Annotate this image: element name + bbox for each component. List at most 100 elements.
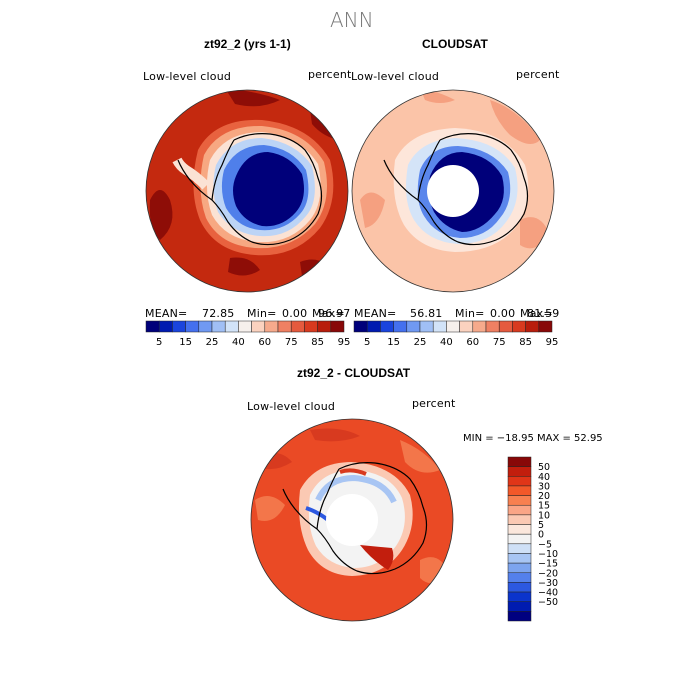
- obs-max-value: 81.59: [527, 307, 560, 320]
- obs-polar-map: [352, 90, 554, 292]
- colorbar-swatch: [507, 572, 532, 583]
- obs-coastline: [383, 133, 529, 246]
- colorbar-swatch: [251, 320, 266, 333]
- colorbar-swatch: [507, 611, 532, 622]
- colorbar-swatch: [224, 320, 239, 333]
- colorbar-swatch: [145, 320, 160, 333]
- colorbar-swatch: [485, 320, 500, 333]
- colorbar-swatch: [446, 320, 460, 333]
- colorbar-swatch: [538, 320, 553, 333]
- colorbar-tick-label: 75: [493, 337, 506, 348]
- colorbar-tick-label: 25: [414, 337, 427, 348]
- colorbar-swatch: [507, 533, 532, 545]
- colorbar-swatch: [304, 320, 318, 333]
- colorbar-swatch: [330, 320, 345, 333]
- colorbar-tick-label: 0: [538, 530, 544, 541]
- diff-units-label: percent: [412, 397, 456, 410]
- colorbar-tick-label: 10: [538, 510, 550, 521]
- figure-title: ANN: [330, 8, 374, 32]
- obs-colorbar: 5 15 25 40 60 75 85 95: [353, 320, 559, 348]
- diff-polar-map: [251, 419, 453, 621]
- colorbar-swatch: [472, 320, 487, 333]
- colorbar-swatch: [172, 320, 186, 333]
- colorbar-tick-label: 85: [519, 337, 532, 348]
- colorbar-swatch: [406, 320, 421, 333]
- colorbar-swatch: [198, 320, 213, 333]
- colorbar-swatch: [380, 320, 394, 333]
- colorbar-swatch: [507, 504, 532, 516]
- colorbar-swatch: [507, 485, 532, 496]
- colorbar-swatch: [507, 456, 532, 467]
- colorbar-tick-label: −20: [538, 568, 558, 579]
- colorbar-swatch: [366, 320, 381, 333]
- colorbar-swatch: [238, 320, 252, 333]
- colorbar-swatch: [507, 476, 532, 487]
- model-mean-value: 72.85: [202, 307, 235, 320]
- model-max-label: Max=: [312, 307, 345, 320]
- colorbar-tick-label: 25: [206, 337, 219, 348]
- colorbar-swatch: [290, 320, 305, 333]
- colorbar-swatch: [459, 320, 474, 333]
- obs-mean-label: MEAN=: [354, 307, 397, 320]
- colorbar-swatch: [158, 320, 173, 333]
- colorbar-swatch: [525, 320, 540, 333]
- obs-panel-title: CLOUDSAT: [422, 37, 488, 51]
- colorbar-swatch: [277, 320, 292, 333]
- diff-variable-label: Low-level cloud: [247, 400, 336, 413]
- colorbar-tick-label: 40: [538, 472, 550, 483]
- colorbar-tick-label: −5: [538, 539, 552, 550]
- obs-mean-value: 56.81: [410, 307, 443, 320]
- colorbar-swatch: [507, 562, 532, 574]
- colorbar-tick-label: 15: [538, 501, 550, 512]
- obs-variable-label: Low-level cloud: [351, 70, 440, 83]
- colorbar-tick-label: −40: [538, 588, 558, 599]
- model-polar-map: [146, 90, 348, 292]
- obs-units-label: percent: [516, 68, 560, 81]
- obs-min-value: 0.00: [490, 307, 516, 320]
- colorbar-tick-label: 60: [258, 337, 271, 348]
- colorbar-tick-label: 15: [179, 337, 192, 348]
- diff-panel-title: zt92_2 - CLOUDSAT: [297, 366, 411, 380]
- colorbar-tick-label: 75: [285, 337, 298, 348]
- colorbar-swatch: [512, 320, 526, 333]
- model-mean-label: MEAN=: [145, 307, 188, 320]
- diff-coastline: [282, 462, 428, 575]
- model-coastline: [177, 133, 323, 246]
- colorbar-tick-label: 20: [538, 491, 550, 502]
- colorbar-swatch: [498, 320, 513, 333]
- colorbar-swatch: [507, 601, 532, 612]
- colorbar-swatch: [507, 524, 532, 535]
- colorbar-swatch: [211, 320, 226, 333]
- colorbar-swatch: [507, 591, 532, 602]
- colorbar-tick-label: −10: [538, 549, 558, 560]
- colorbar-swatch: [507, 495, 532, 506]
- colorbar-swatch: [507, 582, 532, 593]
- colorbar-tick-label: 5: [538, 520, 544, 531]
- colorbar-tick-label: 40: [440, 337, 453, 348]
- diff-range-text: MIN = −18.95 MAX = 52.95: [463, 433, 603, 444]
- colorbar-swatch: [419, 320, 434, 333]
- obs-max-label: Max=: [520, 307, 553, 320]
- colorbar-swatch: [507, 514, 532, 525]
- colorbar-tick-label: 95: [546, 337, 559, 348]
- colorbar-swatch: [507, 466, 532, 477]
- colorbar-tick-label: 40: [232, 337, 245, 348]
- model-panel-title: zt92_2 (yrs 1-1): [204, 37, 291, 51]
- colorbar-tick-label: 30: [538, 481, 550, 492]
- colorbar-swatch: [185, 320, 200, 333]
- colorbar-tick-label: −30: [538, 578, 558, 589]
- colorbar-tick-label: 95: [338, 337, 351, 348]
- model-min-label: Min=: [247, 307, 277, 320]
- model-min-value: 0.00: [282, 307, 308, 320]
- colorbar-swatch: [393, 320, 408, 333]
- colorbar-swatch: [432, 320, 447, 333]
- colorbar-tick-label: 60: [466, 337, 479, 348]
- colorbar-tick-label: 5: [364, 337, 370, 348]
- colorbar-swatch: [507, 553, 532, 564]
- colorbar-tick-label: 85: [311, 337, 324, 348]
- colorbar-tick-label: 15: [387, 337, 400, 348]
- colorbar-swatch: [317, 320, 332, 333]
- colorbar-tick-label: 5: [156, 337, 162, 348]
